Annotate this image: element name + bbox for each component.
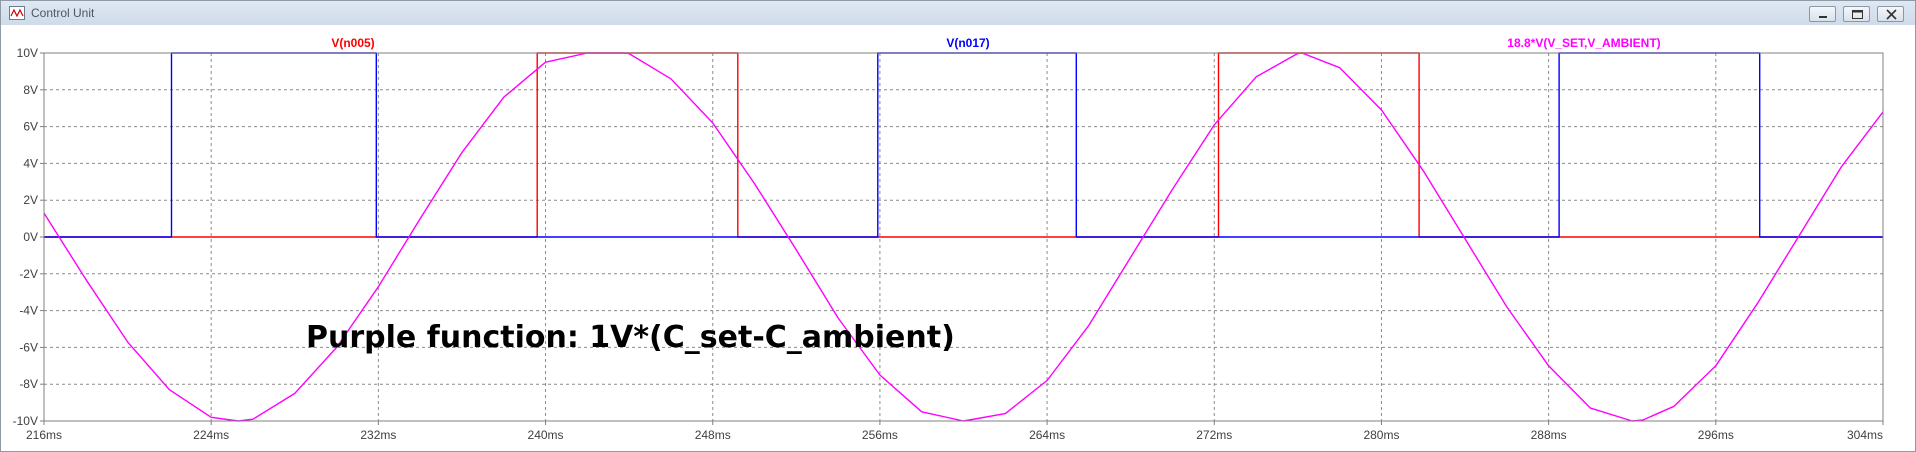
x-tick-label: 232ms xyxy=(360,428,396,442)
x-tick-label: 264ms xyxy=(1029,428,1065,442)
title-bar[interactable]: Control Unit xyxy=(1,1,1915,25)
x-tick-label: 248ms xyxy=(695,428,731,442)
x-axis: 216ms 224ms 232ms 240ms 248ms 256ms 264ms 272ms… xyxy=(26,421,1884,442)
legend-entry[interactable]: 18.8*V(V_SET,V_AMBIENT) xyxy=(1507,36,1660,50)
legend-entry[interactable]: V(n005) xyxy=(331,36,374,50)
y-tick-label: 6V xyxy=(23,120,38,134)
y-axis: 10V 8V 6V 4V 2V 0V -2V -4V -6V -8V -10V xyxy=(13,46,44,428)
x-tick-label: 296ms xyxy=(1698,428,1734,442)
annotation-text: Purple function: 1V*(C_set-C_ambient) xyxy=(306,320,955,355)
window-title: Control Unit xyxy=(31,6,95,20)
x-tick-label: 240ms xyxy=(528,428,564,442)
x-tick-label: 304ms xyxy=(1847,428,1883,442)
maximize-icon xyxy=(1852,10,1863,19)
x-tick-label: 216ms xyxy=(26,428,62,442)
waveform-app-icon xyxy=(9,6,25,20)
y-tick-label: -2V xyxy=(19,267,38,281)
series-v-n005 xyxy=(44,52,1883,238)
y-tick-label: 8V xyxy=(23,83,38,97)
legend: V(n005) V(n017) 18.8*V(V_SET,V_AMBIENT) xyxy=(331,36,1660,50)
x-tick-label: 272ms xyxy=(1196,428,1232,442)
close-icon xyxy=(1886,9,1897,20)
waveform-plot[interactable]: 10V 8V 6V 4V 2V 0V -2V -4V -6V -8V -10V 216ms 224ms… xyxy=(1,25,1915,451)
y-tick-label: -4V xyxy=(19,304,38,318)
y-tick-label: -6V xyxy=(19,340,38,354)
y-tick-label: -10V xyxy=(13,414,38,428)
legend-entry[interactable]: V(n017) xyxy=(946,36,989,50)
x-tick-label: 256ms xyxy=(862,428,898,442)
y-tick-label: 0V xyxy=(23,230,38,244)
y-tick-label: 2V xyxy=(23,193,38,207)
y-tick-label: -8V xyxy=(19,377,38,391)
minimize-icon xyxy=(1819,16,1827,18)
x-tick-label: 280ms xyxy=(1363,428,1399,442)
close-button[interactable] xyxy=(1877,6,1904,22)
x-tick-label: 288ms xyxy=(1531,428,1567,442)
y-tick-label: 4V xyxy=(23,156,38,170)
y-tick-label: 10V xyxy=(17,46,38,60)
series-line xyxy=(44,52,1883,238)
x-tick-label: 224ms xyxy=(193,428,229,442)
minimize-button[interactable] xyxy=(1809,6,1836,22)
plot-background xyxy=(1,25,1915,451)
maximize-button[interactable] xyxy=(1843,6,1870,22)
